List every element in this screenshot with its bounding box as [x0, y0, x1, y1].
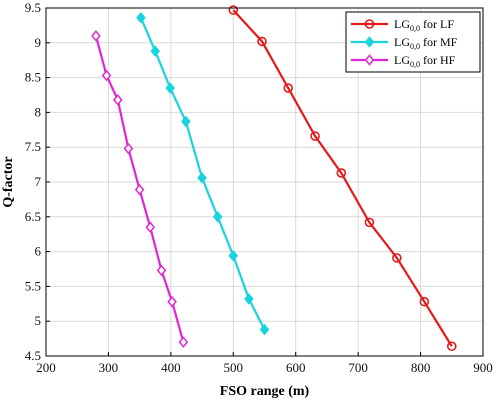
data-point: [165, 82, 176, 94]
x-tick-label: 800: [411, 360, 431, 375]
y-tick-label: 8: [35, 104, 42, 119]
data-point: [197, 172, 207, 184]
data-point: [181, 115, 191, 128]
data-point: [336, 168, 347, 178]
x-tick-label: 200: [36, 360, 56, 375]
x-tick-label: 700: [348, 360, 368, 375]
x-tick-label: 600: [286, 360, 306, 375]
y-tick-label: 9.5: [25, 0, 41, 15]
x-tick-label: 300: [99, 360, 119, 375]
data-point: [145, 221, 156, 234]
x-tick-label: 500: [224, 360, 244, 375]
y-tick-label: 9: [35, 35, 42, 50]
data-point: [283, 83, 294, 93]
data-point: [178, 336, 189, 348]
data-point: [91, 30, 101, 42]
data-point: [446, 341, 457, 352]
x-tick-label: 400: [161, 360, 181, 375]
data-point: [419, 296, 430, 307]
data-point: [167, 295, 177, 308]
y-axis-title: Q-factor: [1, 156, 16, 207]
data-point: [228, 249, 239, 262]
data-point: [364, 19, 375, 29]
data-point: [156, 264, 167, 277]
legend-item: LG0,0 for LF: [351, 17, 454, 33]
legend-item: LG0,0 for HF: [351, 53, 456, 69]
series-line: [232, 9, 453, 347]
legend-item: LG0,0 for MF: [351, 35, 458, 51]
data-point: [136, 11, 146, 24]
data-point: [101, 69, 112, 82]
data-point: [259, 323, 270, 336]
y-tick-label: 6.5: [25, 209, 41, 224]
y-tick-label: 7: [35, 174, 42, 189]
legend-label: LG0,0 for LF: [394, 17, 454, 33]
data-point: [228, 5, 239, 15]
x-axis-title: FSO range (m): [220, 384, 310, 399]
y-tick-label: 5.5: [25, 278, 41, 293]
data-point: [212, 211, 223, 223]
data-point: [244, 293, 254, 305]
data-point: [364, 36, 375, 48]
series-1: [228, 5, 457, 352]
y-tick-label: 7.5: [25, 139, 41, 154]
series-2: [136, 11, 270, 336]
data-point: [257, 36, 267, 47]
data-point: [310, 131, 320, 141]
legend-label: LG0,0 for HF: [394, 53, 456, 69]
legend-label: LG0,0 for MF: [394, 35, 458, 51]
data-point: [123, 142, 134, 155]
data-point: [364, 54, 375, 66]
x-tick-label: 900: [473, 360, 493, 375]
x-axis: 200 300 400 500 600 700 800 900: [36, 352, 493, 375]
y-tick-label: 4.5: [25, 348, 41, 363]
y-tick-label: 6: [35, 244, 42, 259]
data-point: [364, 217, 375, 228]
y-axis: 4.5 5 5.5 6 6.5 7 7.5 8 8.5 9 9.5: [25, 0, 50, 363]
data-point: [134, 183, 145, 196]
y-tick-label: 5: [35, 313, 42, 328]
data-point: [392, 253, 402, 263]
y-tick-label: 8.5: [25, 70, 41, 85]
series-3: [91, 30, 189, 348]
data-point: [113, 94, 123, 106]
legend: LG0,0 for LF LG0,0 for MF LG0,0 for HF: [345, 11, 481, 73]
data-point: [150, 45, 161, 57]
series-layer: [91, 5, 457, 352]
